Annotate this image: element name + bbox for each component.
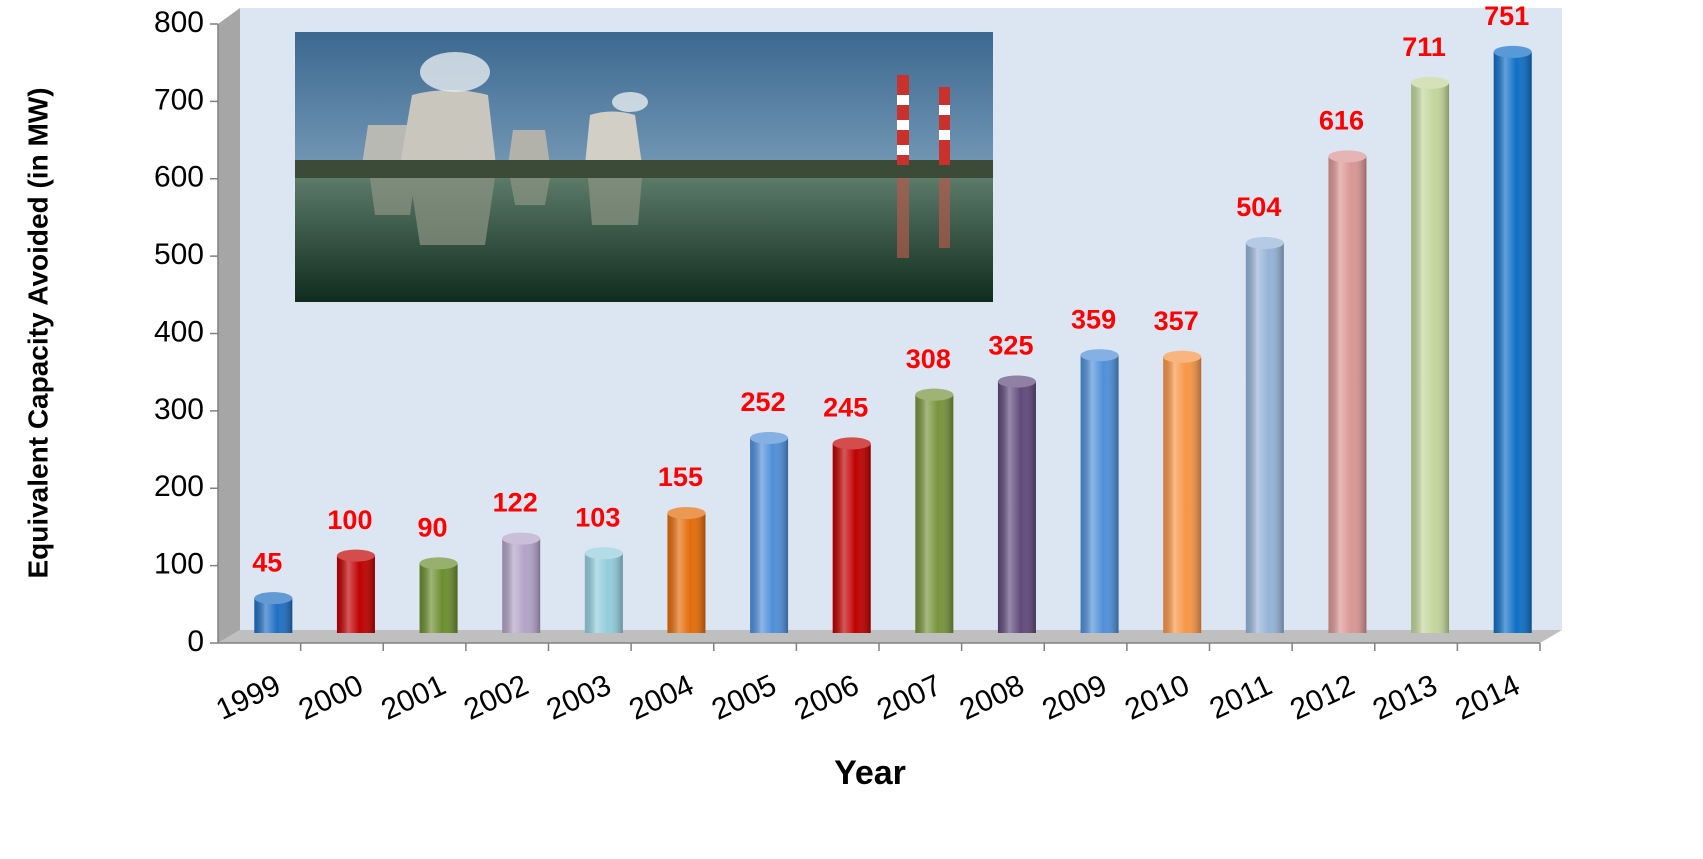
bar-shade bbox=[336, 555, 375, 633]
bar-top-shade bbox=[1080, 349, 1119, 362]
value-label: 245 bbox=[823, 393, 868, 423]
x-tick-label: 2003 bbox=[542, 669, 616, 727]
bar-top-shade bbox=[750, 432, 789, 445]
y-tick-label: 800 bbox=[154, 6, 204, 39]
value-label: 359 bbox=[1071, 304, 1116, 334]
bar-shade bbox=[419, 563, 458, 633]
bar-top bbox=[915, 388, 954, 401]
value-label: 357 bbox=[1154, 306, 1199, 336]
x-tick-label: 2000 bbox=[294, 669, 368, 727]
bar-top bbox=[997, 375, 1036, 388]
bar-top-shade bbox=[915, 388, 954, 401]
bar-top bbox=[336, 549, 375, 562]
bar-top-shade bbox=[1411, 76, 1450, 89]
bar-top-shade bbox=[1163, 350, 1202, 363]
bar-top-shade bbox=[997, 375, 1036, 388]
bar-shade bbox=[1493, 51, 1532, 633]
bar-top-shade bbox=[832, 437, 871, 450]
bar-shade bbox=[750, 438, 789, 633]
bar-top-shade bbox=[1328, 150, 1367, 163]
bar-top-shade bbox=[419, 557, 458, 570]
bar-top bbox=[832, 437, 871, 450]
bar-top-shade bbox=[667, 507, 706, 520]
bar-top-shade bbox=[336, 549, 375, 562]
y-tick-label: 200 bbox=[154, 470, 204, 503]
y-tick-label: 100 bbox=[154, 548, 204, 581]
bar-top bbox=[750, 432, 789, 445]
bar-top bbox=[667, 507, 706, 520]
bar-top bbox=[1080, 349, 1119, 362]
x-tick-label: 2002 bbox=[459, 669, 533, 727]
value-label: 90 bbox=[418, 512, 448, 542]
bar-top bbox=[1493, 45, 1532, 58]
photo bbox=[295, 32, 993, 302]
floor bbox=[218, 630, 1562, 643]
bar-shade bbox=[997, 381, 1036, 633]
bar-shade bbox=[1163, 356, 1202, 633]
x-tick-label: 2013 bbox=[1368, 669, 1442, 727]
bar-top bbox=[502, 532, 541, 545]
value-label: 45 bbox=[252, 547, 282, 577]
bar-top-shade bbox=[584, 547, 623, 560]
bar-top bbox=[254, 592, 293, 605]
value-label: 325 bbox=[988, 331, 1033, 361]
bar-shade bbox=[1411, 82, 1450, 633]
value-label: 252 bbox=[741, 387, 786, 417]
bar-top bbox=[584, 547, 623, 560]
bar-shade bbox=[1328, 156, 1367, 633]
bar-top-shade bbox=[502, 532, 541, 545]
x-tick-label: 2004 bbox=[624, 669, 698, 727]
value-label: 308 bbox=[906, 344, 951, 374]
bar-top-shade bbox=[254, 592, 293, 605]
x-tick-label: 2012 bbox=[1285, 669, 1359, 727]
x-tick-label: 2005 bbox=[707, 669, 781, 727]
y-tick-label: 700 bbox=[154, 83, 204, 116]
value-label: 751 bbox=[1484, 1, 1529, 31]
value-label: 122 bbox=[493, 488, 538, 518]
y-tick-label: 0 bbox=[187, 625, 204, 658]
value-label: 616 bbox=[1319, 105, 1364, 135]
bar-top bbox=[1411, 76, 1450, 89]
bar-top-shade bbox=[1493, 45, 1532, 58]
y-tick-label: 400 bbox=[154, 315, 204, 348]
bar-top bbox=[1245, 237, 1284, 250]
bar-shade bbox=[1245, 243, 1284, 633]
value-label: 155 bbox=[658, 462, 703, 492]
bar-shade bbox=[502, 538, 541, 633]
bar-top-shade bbox=[1245, 237, 1284, 250]
x-tick-label: 2010 bbox=[1120, 669, 1194, 727]
bar-shade bbox=[584, 553, 623, 633]
side-wall bbox=[218, 8, 240, 643]
value-label: 103 bbox=[575, 502, 620, 532]
value-label: 100 bbox=[327, 505, 372, 535]
x-tick-label: 2009 bbox=[1037, 669, 1111, 727]
bar-shade bbox=[832, 443, 871, 633]
x-tick-label: 2011 bbox=[1205, 669, 1277, 726]
bar-top bbox=[1163, 350, 1202, 363]
value-label: 711 bbox=[1402, 32, 1446, 62]
x-axis-label: Year bbox=[834, 754, 906, 792]
bar-shade bbox=[667, 513, 706, 633]
bar-top bbox=[1328, 150, 1367, 163]
y-tick-label: 500 bbox=[154, 238, 204, 271]
x-tick-label: 2007 bbox=[872, 669, 946, 727]
bar-shade bbox=[915, 394, 954, 633]
y-tick-label: 600 bbox=[154, 161, 204, 194]
y-tick-label: 300 bbox=[154, 393, 204, 426]
y-axis-label: Equivalent Capacity Avoided (in MW) bbox=[22, 87, 53, 578]
x-tick-label: 1999 bbox=[211, 669, 285, 727]
bar-shade bbox=[1080, 355, 1119, 633]
x-tick-label: 2014 bbox=[1451, 669, 1525, 727]
x-tick-label: 2008 bbox=[955, 669, 1029, 727]
value-label: 504 bbox=[1236, 192, 1281, 222]
x-tick-label: 2001 bbox=[376, 669, 450, 727]
bar-top bbox=[419, 557, 458, 570]
x-tick-label: 2006 bbox=[790, 669, 864, 727]
